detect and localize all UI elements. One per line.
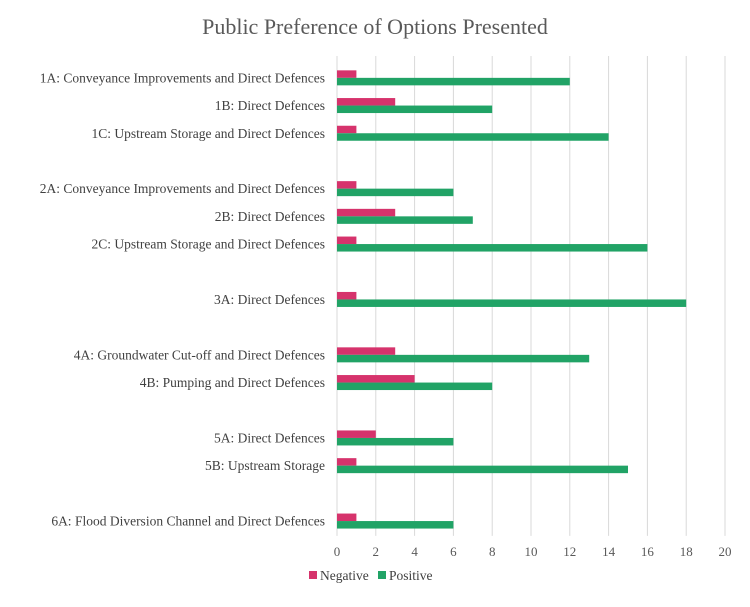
bar-negative (337, 513, 357, 522)
bar-negative (337, 70, 357, 78)
bar-positive (337, 382, 493, 391)
bar-negative (337, 375, 415, 383)
chart-title: Public Preference of Options Presented (202, 14, 548, 39)
bar-positive (337, 244, 648, 252)
bar-positive (337, 437, 454, 446)
x-tick-label: 2 (373, 544, 380, 559)
bar-negative (337, 347, 396, 355)
category-label: 2B: Direct Defences (215, 209, 325, 224)
bar-positive (337, 216, 473, 224)
category-label: 2A: Conveyance Improvements and Direct D… (40, 181, 325, 196)
x-tick-label: 14 (602, 544, 616, 559)
bar-negative (337, 430, 376, 438)
x-tick-label: 6 (450, 544, 457, 559)
legend-label-positive: Positive (389, 568, 433, 583)
bar-negative (337, 291, 357, 300)
legend-label-negative: Negative (320, 568, 369, 583)
bar-positive (337, 133, 609, 141)
bar-negative (337, 181, 357, 189)
x-tick-labels: 0 2 4 6 8 10 12 14 16 18 20 (334, 544, 732, 559)
x-tick-label: 10 (525, 544, 538, 559)
bar-positive (337, 521, 454, 529)
x-tick-label: 18 (680, 544, 693, 559)
bar-negative (337, 98, 396, 106)
category-label: 1B: Direct Defences (215, 98, 325, 113)
category-label: 5A: Direct Defences (214, 430, 325, 445)
gridlines (336, 56, 726, 536)
category-label: 2C: Upstream Storage and Direct Defences (91, 237, 325, 252)
category-label: 1C: Upstream Storage and Direct Defences (91, 126, 325, 141)
bar-positive (337, 465, 628, 474)
category-label: 1A: Conveyance Improvements and Direct D… (40, 70, 325, 85)
x-tick-label: 8 (489, 544, 496, 559)
category-label: 3A: Direct Defences (214, 292, 325, 307)
category-labels: 1A: Conveyance Improvements and Direct D… (40, 70, 325, 528)
x-tick-label: 4 (411, 544, 418, 559)
x-tick-label: 20 (719, 544, 732, 559)
bar-positive (337, 354, 590, 363)
x-tick-label: 12 (563, 544, 576, 559)
legend-swatch-negative (309, 571, 317, 579)
bar-negative (337, 458, 357, 466)
legend: Negative Positive (309, 568, 433, 583)
bars (337, 70, 687, 529)
bar-positive (337, 188, 454, 197)
category-label: 4A: Groundwater Cut-off and Direct Defen… (74, 347, 325, 362)
x-tick-label: 0 (334, 544, 341, 559)
bar-positive (337, 299, 687, 307)
bar-negative (337, 236, 357, 245)
bar-negative (337, 125, 357, 134)
legend-swatch-positive (378, 571, 386, 579)
x-tick-label: 16 (641, 544, 655, 559)
category-label: 5B: Upstream Storage (205, 458, 325, 473)
category-label: 6A: Flood Diversion Channel and Direct D… (51, 514, 325, 529)
bar-positive (337, 105, 493, 114)
bar-positive (337, 77, 570, 86)
bar-negative (337, 208, 396, 217)
category-label: 4B: Pumping and Direct Defences (140, 375, 325, 390)
